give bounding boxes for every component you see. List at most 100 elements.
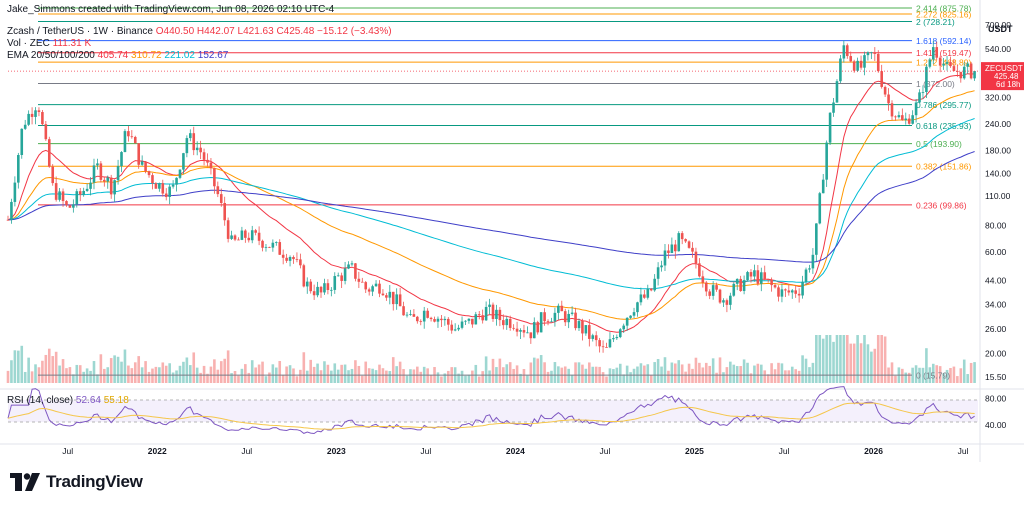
ema200-value: 152.67 (197, 50, 229, 61)
volume-bar (732, 364, 736, 383)
candle-body (928, 59, 932, 67)
candle-body (625, 317, 629, 326)
volume-bar (643, 365, 646, 383)
symbol-name[interactable]: Zcash / TetherUS · 1W · Binance (7, 26, 153, 37)
candle-body (127, 131, 130, 137)
candle-body (323, 283, 326, 293)
volume-bar (842, 335, 846, 383)
candle-body (880, 71, 883, 87)
volume-bar (120, 361, 123, 383)
volume-bar (164, 365, 168, 383)
candle-body (168, 186, 171, 197)
candle-body (522, 330, 526, 333)
candle-body (278, 242, 282, 255)
volume-bar (677, 360, 681, 383)
candle-body (6, 219, 10, 221)
candle-body (897, 115, 901, 118)
candle-body (749, 272, 753, 277)
volume-bar (230, 373, 233, 383)
volume-bar (770, 363, 773, 383)
candle-body (230, 235, 233, 239)
volume-bar (749, 373, 753, 383)
candle-body (632, 312, 636, 316)
volume-bar (96, 374, 99, 383)
candle-body (663, 250, 667, 266)
candle-body (199, 147, 202, 153)
candle-body (171, 184, 175, 187)
volume-bar (457, 373, 460, 383)
volume-bar (498, 358, 502, 383)
volume-bar (880, 335, 883, 383)
rsi-label[interactable]: RSI (14, close) (7, 395, 74, 406)
candle-body (182, 153, 185, 170)
candle-body (78, 191, 82, 195)
candle-body (529, 332, 533, 339)
candle-body (691, 247, 694, 252)
candle-body (140, 161, 144, 165)
fib-label: 2 (728.21) (916, 17, 955, 27)
candle-body (801, 281, 804, 296)
volume-bar (185, 357, 189, 383)
volume-bar (237, 375, 240, 383)
volume-bar (182, 361, 185, 383)
candle-body (684, 239, 687, 242)
volume-bar (477, 376, 481, 383)
volume-bar (13, 350, 17, 383)
candle-body (828, 112, 832, 143)
volume-label[interactable]: Vol · ZEC (7, 38, 50, 49)
candle-body (718, 289, 722, 303)
candle-body (158, 183, 161, 189)
candle-body (254, 230, 257, 233)
candle-body (890, 103, 894, 117)
tradingview-logo-icon (10, 473, 40, 491)
candle-body (938, 57, 942, 66)
candle-body (295, 259, 299, 260)
ohlc-close: C425.48 (276, 26, 315, 37)
volume-bar (51, 356, 55, 383)
volume-bar (343, 364, 347, 383)
candle-body (364, 282, 368, 290)
price-tick-label: 20.00 (985, 348, 1007, 358)
volume-bar (584, 368, 588, 383)
candle-body (288, 257, 292, 261)
candle-body (780, 289, 784, 297)
rsi-band (8, 400, 978, 422)
time-tick-label: 2025 (685, 446, 704, 456)
volume-bar (656, 359, 660, 383)
candle-body (742, 280, 746, 292)
candle-body (660, 265, 663, 268)
ohlc-low: L421.63 (237, 26, 274, 37)
candle-body (133, 136, 137, 144)
candle-body (65, 201, 68, 206)
volume-bar (137, 356, 141, 383)
ohlc-high: H442.07 (196, 26, 235, 37)
candle-body (808, 268, 811, 270)
volume-bar (715, 372, 718, 383)
countdown-label: 6d 18h (996, 80, 1020, 89)
tradingview-logo[interactable]: TradingView (10, 472, 143, 492)
volume-bar (539, 355, 543, 383)
volume-bar (440, 376, 443, 383)
volume-bar (171, 372, 175, 383)
candle-body (931, 47, 935, 60)
candle-body (519, 330, 522, 332)
candle-body (849, 56, 853, 62)
credit-line: Jake_Simmons created with TradingView.co… (7, 4, 335, 15)
volume-bar (27, 357, 30, 383)
volume-bar (536, 358, 540, 383)
time-tick-label: 2026 (864, 446, 883, 456)
candle-body (381, 293, 385, 296)
volume-bar (398, 361, 402, 383)
candle-body (618, 329, 622, 338)
candle-body (154, 183, 158, 189)
volume-bar (20, 345, 24, 383)
volume-bar (618, 363, 622, 383)
ema-label[interactable]: EMA 20/50/100/200 (7, 50, 95, 61)
candle-body (347, 264, 350, 269)
candle-body (309, 281, 312, 292)
volume-legend: Vol · ZEC 111.31 K (7, 38, 91, 49)
candle-body (61, 191, 65, 202)
volume-bar (801, 355, 804, 383)
price-axis-currency: USDT (988, 24, 1013, 34)
